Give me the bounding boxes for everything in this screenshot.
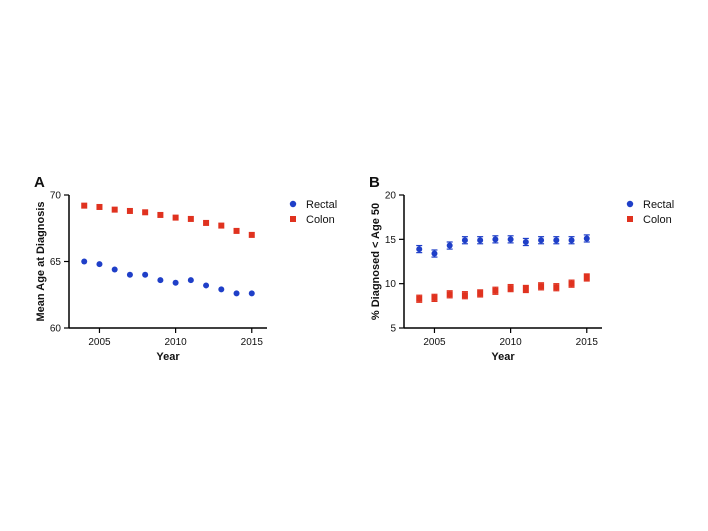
panel-b-colon-point <box>553 284 560 291</box>
panel-a-legend-rectal-marker <box>289 200 297 208</box>
panel-b-y-tick-label: 5 <box>390 324 396 335</box>
panel-a-rectal-point <box>203 282 210 289</box>
panel-b-colon-point <box>461 292 468 299</box>
panel-b-colon-point <box>522 285 529 292</box>
panel-a-colon-point <box>142 209 149 216</box>
panel-a-letter: A <box>34 174 45 191</box>
panel-b-rectal-point <box>431 250 438 257</box>
panel-b-x-title: Year <box>491 351 515 363</box>
panel-a-colon-point <box>157 211 164 218</box>
panel-a-x-tick-label: 2015 <box>241 337 264 348</box>
panel-b-axes <box>403 195 602 329</box>
panel-b-legend-rectal-label: Rectal <box>643 199 674 211</box>
panel-b-x-tick-label: 2015 <box>576 337 599 348</box>
panel-a-y-tick-label: 65 <box>50 257 62 268</box>
panel-b-y-tick-label: 15 <box>385 235 397 246</box>
panel-a-legend-colon-marker <box>290 216 296 222</box>
panel-b-colon-point <box>583 274 590 281</box>
panel-b-y-title: % Diagnosed < Age 50 <box>370 203 382 320</box>
panel-b-colon-point <box>431 294 438 301</box>
panel-b-rectal-point <box>461 237 468 244</box>
panel-b-y-tick-label: 20 <box>385 191 397 202</box>
panel-a-colon-point <box>233 227 240 234</box>
panel-b-rectal-point <box>522 238 529 245</box>
panel-a-ticks: 2005 2010 2015 60 65 70 <box>50 191 263 349</box>
panel-a-colon-point <box>111 206 118 213</box>
panel-b-rectal-point <box>553 237 560 244</box>
panel-a-colon-point <box>126 207 133 214</box>
panel-a-colon-point <box>187 215 194 222</box>
panel-b-colon-point <box>446 291 453 298</box>
panel-a-points <box>81 202 255 297</box>
panel-a-colon-point <box>218 222 225 229</box>
panel-a-colon-point <box>81 202 88 209</box>
panel-a-x-title: Year <box>156 351 180 363</box>
panel-a-colon-point <box>248 231 255 238</box>
panel-b-letter: B <box>369 174 380 191</box>
panel-b-rectal-point <box>538 237 545 244</box>
panel-b-rectal-point <box>583 235 590 242</box>
panel-a-y-title: Mean Age at Diagnosis <box>35 201 47 321</box>
panel-a-legend-rectal-label: Rectal <box>306 199 337 211</box>
panel-b-points <box>416 234 590 303</box>
panel-b-rectal-point <box>446 242 453 249</box>
panel-b-legend: Rectal Colon <box>626 199 674 226</box>
panel-b-rectal-point <box>492 236 499 243</box>
panel-a-rectal-point <box>157 277 164 284</box>
panel-b-colon-point <box>477 290 484 297</box>
panel-b-colon-point <box>416 295 423 302</box>
panel-a-rectal-point <box>233 290 240 297</box>
panel-b-colon-point <box>568 280 575 287</box>
panel-b-legend-rectal-marker <box>626 200 634 208</box>
panel-b-x-tick-label: 2010 <box>499 337 522 348</box>
panel-a-rectal-point <box>248 290 255 297</box>
panel-b-rectal-point <box>507 236 514 243</box>
panel-b-y-tick-label: 10 <box>385 279 397 290</box>
panel-a-colon-point <box>96 203 103 210</box>
panel-a-x-tick-label: 2010 <box>164 337 187 348</box>
panel-b-x-tick-label: 2005 <box>423 337 446 348</box>
panel-b-legend-colon-label: Colon <box>643 214 672 226</box>
panel-b-rectal-point <box>568 237 575 244</box>
panel-a-y-tick-label: 60 <box>50 324 62 335</box>
panel-a-rectal-point <box>142 271 149 278</box>
panel-b-colon-point <box>492 287 499 294</box>
panel-b-colon-point <box>538 283 545 290</box>
panel-a-legend-colon-label: Colon <box>306 214 335 226</box>
panel-a-rectal-point <box>81 258 88 265</box>
panel-b-legend-colon-marker <box>627 216 633 222</box>
panel-a-rectal-point <box>187 277 194 284</box>
panel-b-colon-point <box>507 285 514 292</box>
panel-a-rectal-point <box>126 271 133 278</box>
panel-b-ticks: 2005 2010 2015 5 10 15 20 <box>385 191 598 349</box>
panel-a-rectal-point <box>172 279 179 286</box>
panel-a-x-tick-label: 2005 <box>88 337 111 348</box>
panel-a-rectal-point <box>111 266 118 273</box>
panel-a-colon-point <box>203 219 210 226</box>
panel-a-rectal-point <box>218 286 225 293</box>
panel-a: A 2005 2010 2015 60 65 70 Year Mean Age at Di… <box>34 174 337 363</box>
panel-b-rectal-point <box>477 237 484 244</box>
panel-a-legend: Rectal Colon <box>289 199 337 226</box>
panel-a-y-tick-label: 70 <box>50 191 62 202</box>
panel-a-rectal-point <box>96 261 103 268</box>
panel-b-rectal-point <box>416 246 423 253</box>
panel-a-colon-point <box>172 214 179 221</box>
panel-b: B 2005 2010 2015 5 10 15 20 Year % Diagnosed <… <box>369 174 674 363</box>
